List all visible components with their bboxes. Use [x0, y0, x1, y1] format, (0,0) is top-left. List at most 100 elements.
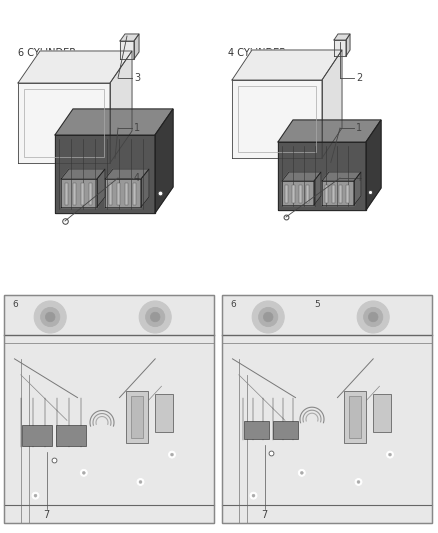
Polygon shape [120, 41, 134, 59]
Circle shape [252, 494, 255, 497]
Polygon shape [334, 34, 350, 40]
Circle shape [82, 471, 85, 474]
Polygon shape [155, 109, 173, 213]
Bar [346, 185, 349, 203]
Bar [56, 425, 86, 446]
Polygon shape [278, 142, 366, 210]
Circle shape [389, 453, 392, 456]
Polygon shape [55, 135, 155, 213]
Text: 3: 3 [134, 73, 140, 83]
Bar [125, 183, 128, 205]
Bar [4, 295, 214, 523]
Polygon shape [105, 179, 141, 207]
Bar [65, 183, 68, 205]
Circle shape [139, 301, 171, 333]
Circle shape [145, 308, 165, 327]
Bar [238, 86, 316, 152]
Circle shape [355, 479, 362, 486]
Text: 6: 6 [12, 300, 18, 309]
Polygon shape [282, 172, 321, 181]
Bar [344, 391, 366, 443]
Circle shape [46, 312, 55, 322]
Bar [89, 183, 92, 205]
Circle shape [252, 301, 284, 333]
Polygon shape [314, 172, 321, 205]
Text: 1: 1 [134, 123, 140, 133]
Text: 1: 1 [356, 123, 362, 133]
Bar [273, 421, 298, 439]
Bar [117, 183, 120, 205]
Circle shape [41, 308, 60, 327]
Bar [24, 89, 104, 157]
Polygon shape [334, 40, 346, 56]
Polygon shape [322, 181, 354, 205]
Text: 7: 7 [261, 510, 268, 520]
Polygon shape [322, 50, 342, 158]
Circle shape [357, 480, 360, 483]
Circle shape [34, 494, 37, 497]
Polygon shape [141, 169, 149, 207]
Polygon shape [232, 50, 342, 80]
Circle shape [169, 451, 176, 458]
Bar [4, 295, 214, 523]
Bar [222, 295, 432, 523]
Circle shape [263, 312, 273, 322]
Polygon shape [232, 80, 322, 158]
Bar [292, 185, 295, 203]
Polygon shape [18, 395, 90, 450]
Bar [306, 185, 309, 203]
Text: 4: 4 [356, 173, 362, 183]
Text: 5: 5 [314, 300, 320, 309]
Polygon shape [346, 34, 350, 56]
Text: 4: 4 [134, 173, 140, 183]
Polygon shape [18, 51, 132, 83]
Bar [285, 185, 288, 203]
Bar [126, 391, 148, 443]
Circle shape [357, 301, 389, 333]
Bar [373, 394, 391, 432]
Polygon shape [278, 120, 381, 142]
Bar [155, 394, 173, 432]
Polygon shape [97, 169, 105, 207]
Bar [332, 185, 335, 203]
Circle shape [298, 470, 305, 477]
Bar [339, 185, 342, 203]
Circle shape [364, 308, 383, 327]
Circle shape [258, 308, 278, 327]
Circle shape [170, 453, 173, 456]
Polygon shape [61, 179, 97, 207]
Bar [299, 185, 302, 203]
Polygon shape [120, 34, 139, 41]
Polygon shape [322, 172, 361, 181]
Bar [73, 183, 76, 205]
Polygon shape [240, 380, 312, 395]
Circle shape [386, 451, 393, 458]
Circle shape [139, 480, 142, 483]
Text: 6: 6 [230, 300, 236, 309]
Text: 4 CYLINDER: 4 CYLINDER [228, 48, 286, 58]
Circle shape [300, 471, 303, 474]
Polygon shape [18, 377, 102, 395]
Text: 2: 2 [356, 73, 362, 83]
Polygon shape [55, 109, 173, 135]
Bar [22, 425, 52, 446]
Bar [325, 185, 328, 203]
Circle shape [250, 492, 257, 499]
Polygon shape [366, 120, 381, 210]
Bar [133, 183, 136, 205]
Polygon shape [110, 51, 132, 163]
Text: 6 CYLINDER: 6 CYLINDER [18, 48, 76, 58]
Text: 7: 7 [44, 510, 50, 520]
Bar [131, 396, 143, 438]
Polygon shape [134, 34, 139, 59]
Polygon shape [61, 169, 105, 179]
Polygon shape [302, 380, 312, 443]
Circle shape [34, 301, 66, 333]
Polygon shape [18, 83, 110, 163]
Bar [349, 396, 361, 438]
Bar [244, 421, 269, 439]
Circle shape [32, 492, 39, 499]
Bar [81, 183, 84, 205]
Polygon shape [105, 169, 149, 179]
Circle shape [368, 312, 378, 322]
